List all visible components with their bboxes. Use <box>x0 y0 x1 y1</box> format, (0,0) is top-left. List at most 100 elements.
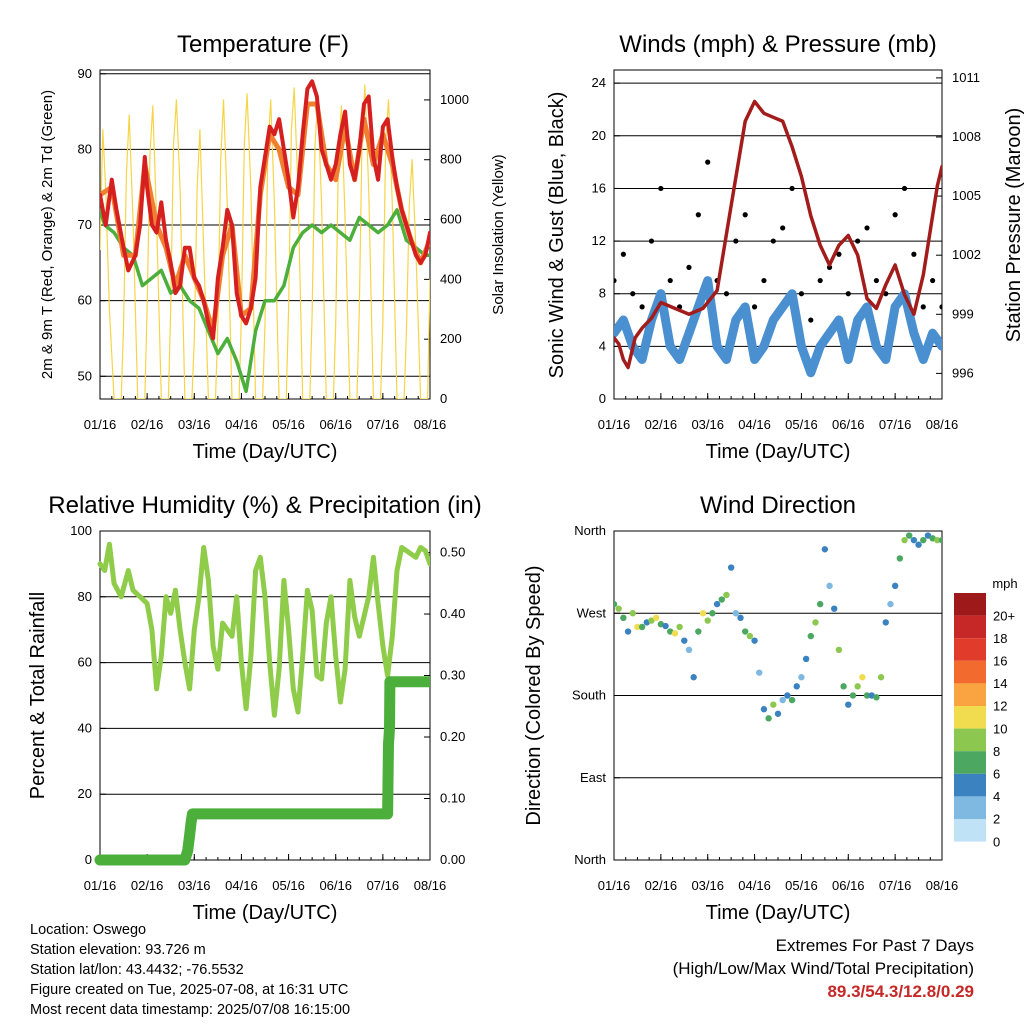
gust-point <box>808 317 814 323</box>
y2-tick-label: 1011 <box>952 70 980 85</box>
y-tick-label: 90 <box>78 66 92 81</box>
x-tick-label: 06/16 <box>832 878 865 893</box>
extremes-title: Extremes For Past 7 Days <box>775 936 974 955</box>
gust-point <box>770 238 776 244</box>
y2-tick-label: 1000 <box>440 92 469 107</box>
y-tick-label: 0 <box>599 391 606 406</box>
y2-tick-label: 0 <box>440 391 447 406</box>
series-solar-insolation <box>100 84 430 399</box>
legend-label: 2 <box>993 812 1000 827</box>
x-tick-label: 06/16 <box>832 417 865 432</box>
extremes-box: Extremes For Past 7 Days (High/Low/Max W… <box>673 934 974 1003</box>
station-location: Location: Oswego <box>30 922 147 938</box>
x-tick-label: 04/16 <box>738 417 771 432</box>
direction-point <box>723 591 730 599</box>
y2-tick-label: 1002 <box>952 247 981 262</box>
y-tick-label: 80 <box>78 589 92 604</box>
y-axis-label: Sonic Wind & Gust (Blue, Black) <box>546 92 568 379</box>
series-group <box>100 79 430 399</box>
legend-label: 16 <box>993 654 1007 669</box>
y-tick-label: 40 <box>78 720 92 735</box>
x-axis-label: Time (Day/UTC) <box>706 441 851 463</box>
legend-swatch <box>954 660 986 684</box>
direction-point <box>938 536 942 544</box>
y-tick-label: 80 <box>78 141 92 156</box>
y2-tick-label: 1005 <box>952 188 981 203</box>
gust-point <box>892 212 898 218</box>
y2-tick-label: 0.50 <box>440 545 465 560</box>
x-tick-label: 02/16 <box>131 417 164 432</box>
direction-point <box>802 655 810 663</box>
direction-point <box>891 582 899 590</box>
direction-point <box>662 622 669 630</box>
direction-point <box>648 617 655 624</box>
gust-point <box>845 291 851 297</box>
x-tick-label: 01/16 <box>84 417 117 432</box>
series-group <box>94 541 430 866</box>
direction-point <box>709 610 716 617</box>
direction-point <box>854 683 861 690</box>
gust-point <box>630 291 636 297</box>
direction-point <box>699 610 707 617</box>
extremes-values: 89.3/54.3/12.8/0.29 <box>827 982 974 1001</box>
y-tick-label: 20 <box>78 786 92 801</box>
direction-point <box>638 623 646 631</box>
direction-point <box>840 683 847 690</box>
direction-point <box>756 669 763 676</box>
gust-point <box>733 238 739 244</box>
gust-point <box>855 238 861 244</box>
gust-point <box>639 304 645 310</box>
y-tick-label: 4 <box>599 338 606 353</box>
legend-label: 14 <box>993 676 1007 691</box>
chart-title: Relative Humidity (%) & Precipitation (i… <box>48 492 481 519</box>
series-station-pressure <box>614 99 942 370</box>
direction-point <box>934 536 941 544</box>
x-tick-label: 07/16 <box>879 878 912 893</box>
x-tick-label: 08/16 <box>414 417 447 432</box>
direction-point <box>760 706 768 713</box>
gust-point <box>686 264 692 270</box>
legend-swatch <box>954 751 986 774</box>
y-tick-label: 16 <box>592 180 606 195</box>
y2-tick-label: 0.40 <box>440 606 465 621</box>
legend-title: mph <box>992 576 1017 591</box>
x-axis-label: Time (Day/UTC) <box>193 902 338 924</box>
gust-point <box>930 277 936 284</box>
gust-point <box>695 212 701 218</box>
x-tick-label: 05/16 <box>272 878 305 893</box>
gust-point <box>705 159 711 165</box>
legend-label: 0 <box>993 834 1000 849</box>
x-tick-label: 08/16 <box>926 878 959 893</box>
gust-point <box>751 304 758 310</box>
direction-point <box>849 692 857 699</box>
y-tick-label: 100 <box>70 523 92 538</box>
wind-direction-panel: Wind Direction Time (Day/UTC) 01/16 02/16 03… <box>523 492 958 924</box>
y2-tick-label: 200 <box>440 331 462 346</box>
direction-point <box>614 600 618 608</box>
winds-pressure-panel: Winds (mph) & Pressure (mb) Time (Day/UTC… <box>546 31 1024 463</box>
y2-tick-label: 1008 <box>952 129 981 144</box>
direction-point <box>746 632 754 640</box>
x-tick-label: 03/16 <box>691 417 724 432</box>
y2-tick-label: 600 <box>440 212 462 227</box>
legend-label: 4 <box>993 789 1000 804</box>
y-tick-label: North <box>574 523 606 538</box>
y2-axis-label: Solar Insolation (Yellow) <box>490 154 507 314</box>
direction-point <box>695 628 702 635</box>
legend-label: 18 <box>993 631 1007 646</box>
direction-point <box>859 674 866 681</box>
direction-point <box>732 610 740 617</box>
direction-point <box>765 715 772 722</box>
legend-swatch <box>954 728 986 752</box>
y-tick-label: 60 <box>78 293 92 308</box>
direction-point <box>901 536 908 544</box>
gust-point <box>620 251 626 257</box>
gust-point <box>864 225 870 231</box>
direction-point <box>690 674 697 681</box>
gust-point <box>920 304 926 310</box>
direction-point <box>685 646 693 654</box>
y-axis-label: Direction (Colored By Speed) <box>523 565 545 825</box>
direction-point <box>812 619 819 626</box>
y2-tick-label: 999 <box>952 306 974 321</box>
